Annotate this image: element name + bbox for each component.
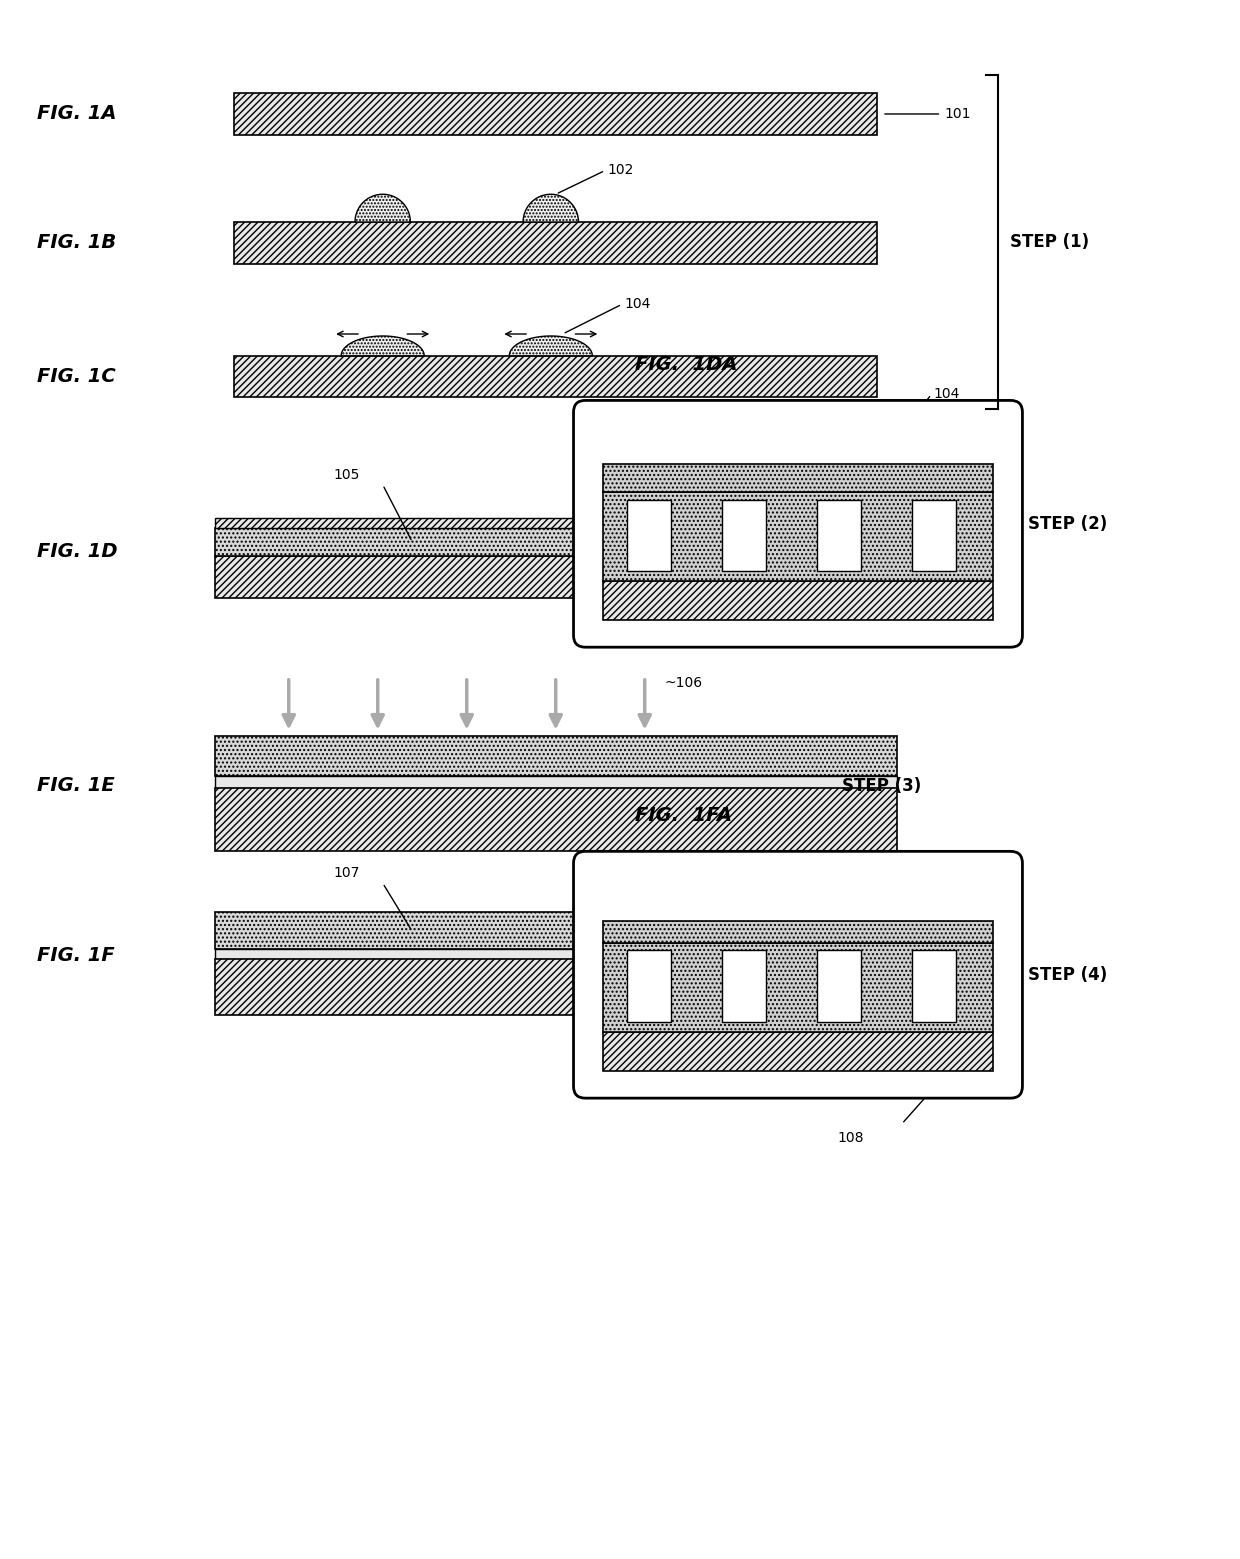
Text: 101: 101 bbox=[945, 108, 971, 122]
Text: FIG. 1F: FIG. 1F bbox=[37, 946, 114, 965]
Text: FIG. 1C: FIG. 1C bbox=[37, 366, 115, 387]
Text: 107: 107 bbox=[334, 867, 360, 881]
Text: ~106: ~106 bbox=[665, 677, 703, 691]
Bar bbox=[215, 949, 897, 959]
Text: 108: 108 bbox=[837, 1130, 864, 1144]
FancyBboxPatch shape bbox=[574, 401, 1023, 647]
Bar bbox=[722, 499, 766, 571]
Bar bbox=[234, 355, 877, 398]
Text: STEP (2): STEP (2) bbox=[1028, 514, 1107, 533]
Bar bbox=[911, 951, 956, 1021]
Polygon shape bbox=[510, 337, 593, 355]
Text: FIG. 1A: FIG. 1A bbox=[37, 104, 117, 123]
Text: 104: 104 bbox=[934, 388, 960, 402]
Text: FIG. 1E: FIG. 1E bbox=[37, 776, 114, 795]
Text: FIG. 1D: FIG. 1D bbox=[37, 541, 118, 561]
Bar bbox=[215, 912, 897, 949]
Text: FIG.  1FA: FIG. 1FA bbox=[635, 806, 732, 825]
Bar bbox=[603, 582, 993, 620]
Bar bbox=[603, 1032, 993, 1071]
Bar bbox=[215, 787, 897, 851]
Bar bbox=[817, 499, 862, 571]
Bar bbox=[215, 557, 897, 597]
Bar bbox=[603, 921, 993, 943]
Text: 105: 105 bbox=[334, 468, 360, 482]
Bar bbox=[627, 499, 671, 571]
Bar bbox=[817, 951, 862, 1021]
Bar bbox=[215, 529, 897, 557]
Text: 102: 102 bbox=[608, 164, 634, 178]
Text: FIG.  1DA: FIG. 1DA bbox=[635, 355, 738, 374]
Text: STEP (1): STEP (1) bbox=[1009, 234, 1089, 251]
Bar bbox=[215, 776, 897, 787]
Text: STEP (3): STEP (3) bbox=[842, 776, 921, 795]
Bar bbox=[627, 951, 671, 1021]
Text: 104: 104 bbox=[624, 298, 650, 312]
Bar bbox=[603, 943, 993, 1032]
Text: FIG. 1B: FIG. 1B bbox=[37, 234, 115, 253]
Bar bbox=[215, 736, 897, 776]
Bar bbox=[234, 221, 877, 263]
Bar bbox=[603, 491, 993, 582]
Bar bbox=[215, 518, 897, 529]
FancyBboxPatch shape bbox=[574, 851, 1023, 1098]
Bar bbox=[215, 959, 897, 1015]
Polygon shape bbox=[341, 337, 424, 355]
Text: STEP (4): STEP (4) bbox=[1028, 965, 1107, 984]
Bar bbox=[234, 94, 877, 134]
Polygon shape bbox=[523, 195, 579, 221]
Bar bbox=[603, 465, 993, 491]
Bar bbox=[911, 499, 956, 571]
Polygon shape bbox=[355, 195, 410, 221]
Bar bbox=[722, 951, 766, 1021]
